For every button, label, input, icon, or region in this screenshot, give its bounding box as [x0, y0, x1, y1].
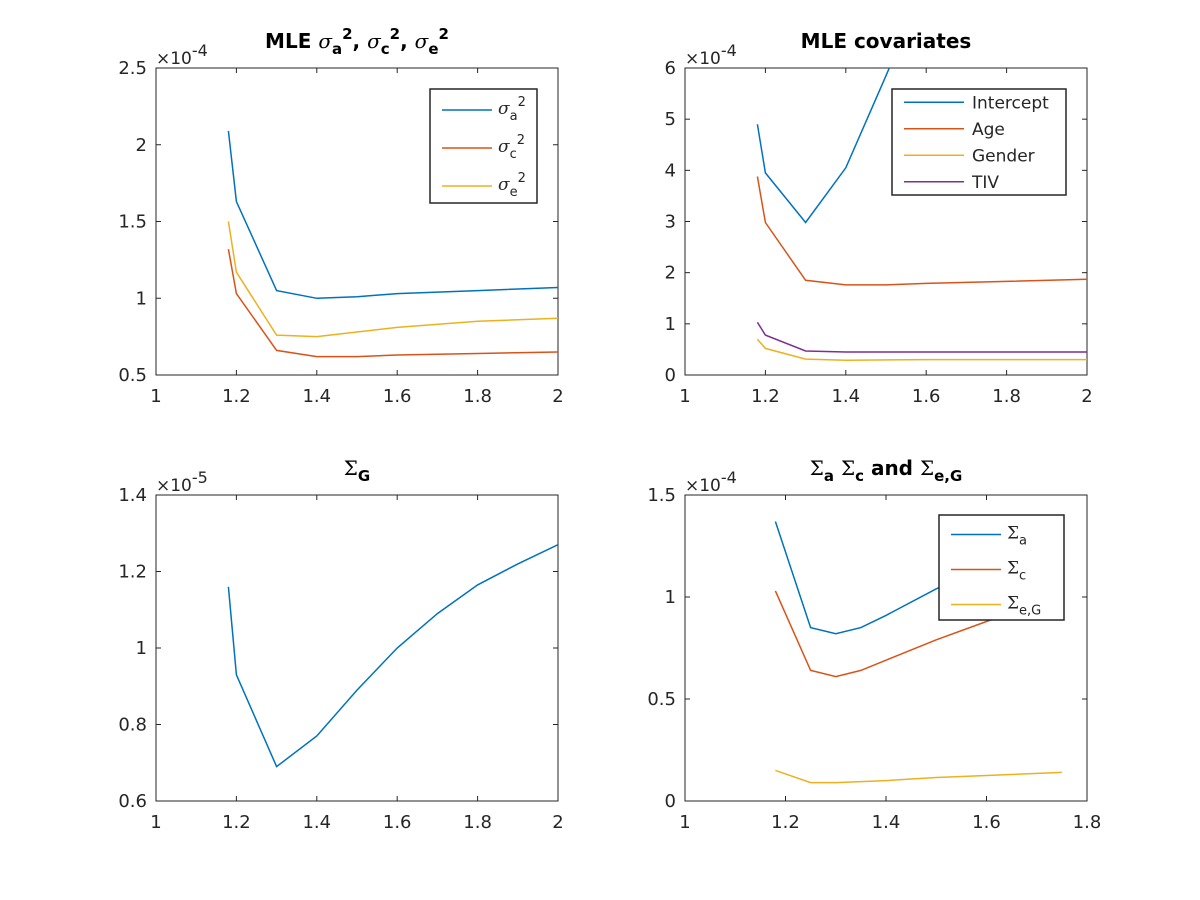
legend: σa2 σc2 σe2 [429, 88, 538, 204]
x-tick-label: 1 [679, 812, 690, 833]
x-tick-label: 2 [552, 812, 563, 833]
y-tick-label: 0.8 [118, 715, 147, 736]
y-exponent-label: ×10-4 [156, 41, 208, 69]
y-tick-label: 1 [136, 638, 147, 659]
legend-label: Σc [1007, 559, 1026, 584]
chart-title: ΣG​ [344, 456, 370, 485]
series-line-1 [227, 248, 558, 358]
x-tick-label: 1.2 [771, 812, 800, 833]
chart-title: MLE covariates [801, 29, 972, 53]
legend: Intercept Age Gender TIV [891, 88, 1067, 196]
y-exponent-label: ×10-4 [685, 41, 737, 69]
legend-label: σe2 [498, 171, 526, 200]
y-tick-label: 3 [665, 212, 676, 233]
x-tick-label: 1.6 [972, 812, 1001, 833]
x-tick-label: 1.2 [751, 386, 780, 407]
legend: Σa Σc Σe,G [938, 514, 1065, 621]
panel-sigma-g: 1 1.2 1.4 1.6 1.8 2 0.6 0.8 1 1.2 1.4 ×10-5 ΣG​ [118, 456, 563, 833]
legend-box [938, 514, 1065, 621]
y-tick-label: 5 [665, 109, 676, 130]
y-exponent-label: ×10-5 [156, 468, 208, 496]
x-tick-label: 1 [150, 812, 161, 833]
y-exponent-label: ×10-4 [685, 468, 737, 496]
x-tick-label: 1.4 [302, 812, 331, 833]
series-line-0 [227, 130, 558, 300]
legend-label: Σe,G [1007, 594, 1041, 619]
x-tick-label: 1.6 [912, 386, 941, 407]
series-line-2 [227, 221, 558, 338]
y-tick-label: 0.5 [118, 365, 147, 386]
legend-box [429, 88, 538, 204]
y-tick-label: 2 [665, 263, 676, 284]
series-line-0 [756, 68, 891, 224]
x-tick-label: 2 [552, 386, 563, 407]
legend-label: TIV [971, 173, 999, 193]
legend-label: Age [972, 120, 1005, 140]
x-tick-label: 1.4 [831, 386, 860, 407]
y-tick-label: 1 [665, 587, 676, 608]
x-tick-label: 1 [150, 386, 161, 407]
x-tick-label: 2 [1081, 386, 1092, 407]
x-tick-label: 1.8 [1073, 812, 1102, 833]
series-line-0 [227, 544, 558, 768]
y-tick-label: 2 [136, 135, 147, 156]
y-tick-label: 1.2 [118, 562, 147, 583]
x-tick-label: 1 [679, 386, 690, 407]
x-tick-label: 1.2 [222, 812, 251, 833]
series-line-1 [756, 176, 1087, 286]
legend-label: Intercept [972, 93, 1049, 113]
legend-label: Σa [1007, 524, 1027, 549]
y-tick-label: 1.4 [118, 485, 147, 506]
chart-title: Σa​ Σc​ and Σe,G​ [810, 456, 963, 485]
y-tick-label: 0.6 [118, 791, 147, 812]
x-tick-label: 1.8 [463, 386, 492, 407]
x-tick-label: 1.6 [383, 386, 412, 407]
series-line-2 [775, 769, 1062, 784]
x-tick-label: 1.4 [872, 812, 901, 833]
legend-label: Gender [972, 146, 1035, 166]
x-tick-label: 1.6 [383, 812, 412, 833]
y-tick-label: 0.5 [647, 689, 676, 710]
x-tick-label: 1.8 [463, 812, 492, 833]
series-line-1 [774, 590, 1063, 678]
y-tick-label: 0 [665, 365, 676, 386]
y-tick-label: 4 [665, 160, 676, 181]
y-tick-label: 1 [665, 314, 676, 335]
x-tick-label: 1.4 [302, 386, 331, 407]
panel-sigma-a-c-eg: 1 1.2 1.4 1.6 1.8 0 0.5 1 1.5 ×10-4 Σa​ Σc​ and Σe… [647, 456, 1101, 833]
y-tick-label: 2.5 [118, 58, 147, 79]
series-line-3 [756, 321, 1087, 353]
legend-label: σc2 [498, 133, 525, 162]
y-tick-label: 1.5 [118, 212, 147, 233]
y-tick-label: 6 [665, 58, 676, 79]
y-tick-label: 1.5 [647, 485, 676, 506]
y-tick-label: 0 [665, 791, 676, 812]
y-tick-label: 1 [136, 288, 147, 309]
x-tick-label: 1.2 [222, 386, 251, 407]
legend-box [891, 88, 1067, 196]
series-line-2 [756, 338, 1087, 361]
x-tick-label: 1.8 [992, 386, 1021, 407]
chart-title: MLE σa2​, σc2​, σe2​ [265, 25, 449, 58]
legend-label: σa2 [498, 95, 526, 124]
